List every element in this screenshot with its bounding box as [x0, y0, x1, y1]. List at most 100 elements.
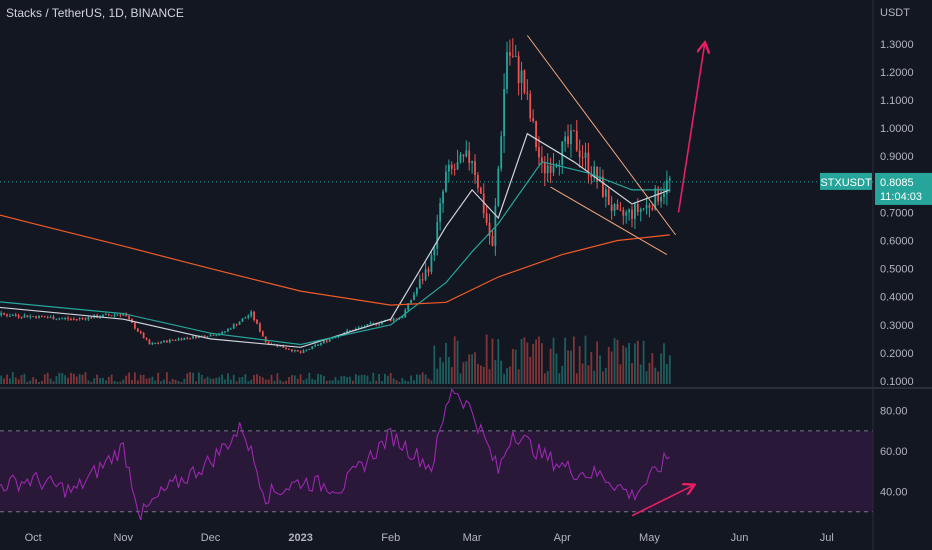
volume-bar: [180, 381, 183, 384]
volume-bar: [84, 372, 87, 384]
volume-bar: [107, 376, 110, 384]
volume-bar: [631, 363, 633, 384]
candle-body: [195, 335, 197, 338]
volume-bar: [244, 374, 247, 384]
candle-body: [572, 130, 575, 132]
candle-body: [61, 318, 64, 320]
candle-body: [445, 171, 447, 192]
volume-bar: [224, 379, 226, 384]
volume-bar: [14, 377, 17, 384]
candle-body: [575, 130, 578, 151]
volume-bar: [261, 377, 264, 384]
candle-body: [227, 328, 229, 332]
volume-bar: [145, 378, 148, 384]
volume-bar: [55, 375, 58, 384]
volume-bar: [509, 366, 511, 384]
rsi-line: [0, 387, 671, 521]
volume-bar: [46, 372, 49, 384]
candle-body: [180, 338, 183, 340]
volume-bar: [308, 372, 311, 384]
candle-body: [151, 343, 154, 345]
volume-bar: [134, 372, 136, 384]
candle-body: [49, 316, 52, 318]
date-tick-label: Jul: [820, 532, 834, 544]
candle-body: [314, 345, 317, 347]
price-tick-label: 0.9000: [880, 151, 914, 163]
volume-bar: [279, 380, 282, 384]
volume-bar: [503, 373, 505, 384]
volume-bar: [401, 377, 404, 384]
volume-bar: [375, 380, 378, 384]
candle-body: [221, 332, 224, 335]
date-tick-label: Mar: [463, 532, 482, 544]
volume-bar: [232, 374, 235, 384]
volume-bar: [186, 373, 189, 384]
candle-body: [456, 162, 459, 170]
candle-body: [264, 336, 267, 342]
volume-bar: [250, 379, 253, 384]
volume-bar: [171, 378, 174, 384]
volume-bar: [395, 380, 398, 384]
ema-line-ema_mid: [0, 161, 670, 346]
candle-body: [78, 317, 81, 320]
volume-bar: [474, 352, 476, 384]
volume-bar: [253, 375, 255, 384]
candle-body: [584, 152, 587, 158]
volume-bar: [354, 374, 357, 384]
volume-bar: [349, 376, 351, 384]
volume-bar: [241, 377, 244, 384]
candle-body: [526, 92, 529, 94]
candle-body: [360, 327, 363, 329]
volume-bar: [604, 367, 607, 384]
candle-body: [6, 314, 8, 316]
volume-bar: [453, 336, 456, 384]
candle-body: [631, 209, 633, 219]
candle-body: [3, 312, 5, 315]
candle-body: [654, 188, 657, 210]
volume-bar: [58, 372, 61, 384]
volume-bar: [447, 357, 450, 384]
candle-body: [665, 180, 668, 194]
volume-bar: [634, 343, 636, 384]
volume-bar: [657, 371, 660, 384]
candle-body: [238, 321, 241, 325]
candle-body: [500, 136, 503, 169]
volume-bar: [113, 380, 116, 384]
volume-bar: [651, 353, 654, 384]
volume-bar: [110, 374, 113, 384]
candle-body: [11, 314, 14, 316]
volume-bar: [479, 365, 482, 384]
candle-body: [506, 52, 508, 89]
candle-body: [407, 303, 410, 311]
volume-bar: [72, 373, 75, 384]
candle-body: [189, 337, 192, 339]
volume-bar: [64, 375, 67, 384]
volume-bar: [639, 364, 642, 384]
volume-bar: [372, 372, 375, 384]
candle-body: [317, 344, 319, 346]
candle-body: [581, 157, 584, 159]
price-tick-label: 1.1000: [880, 95, 914, 107]
volume-bar: [427, 378, 430, 384]
candle-body: [616, 204, 619, 210]
candle-body: [450, 164, 453, 169]
candle-body: [52, 316, 55, 320]
volume-bar: [299, 374, 302, 384]
volume-bar: [491, 338, 494, 384]
wedge-upper-line: [526, 35, 677, 236]
candle-body: [165, 340, 168, 343]
candle-body: [477, 175, 479, 189]
candle-body: [430, 255, 433, 272]
candle-body: [639, 209, 642, 212]
volume-bar: [311, 378, 314, 384]
candle-body: [206, 336, 209, 338]
volume-bar: [584, 335, 587, 384]
volume-bar: [575, 373, 578, 384]
volume-bar: [352, 380, 354, 384]
candle-body: [29, 316, 32, 318]
volume-bar: [564, 337, 567, 384]
candle-body: [183, 337, 186, 340]
candle-body: [474, 161, 476, 176]
volume-bar: [200, 374, 203, 384]
